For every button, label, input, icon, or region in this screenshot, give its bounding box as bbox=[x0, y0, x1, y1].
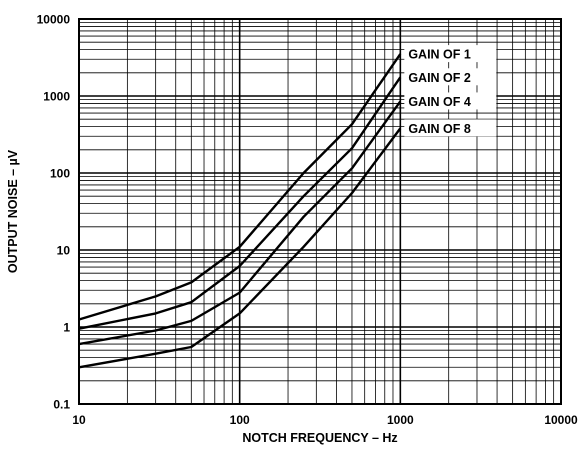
plot-frame bbox=[78, 18, 562, 405]
legend-label-gain: GAIN OF 2 bbox=[408, 71, 471, 85]
series-line-gain-3 bbox=[78, 100, 402, 346]
legend-label-background bbox=[404, 119, 497, 137]
y-tick-labels: 0.1 1 10 100 1000 10000 bbox=[37, 13, 71, 412]
x-axis-title: NOTCH FREQUENCY – Hz bbox=[242, 431, 397, 445]
x-tick-labels: 10 100 1000 10000 bbox=[72, 413, 578, 427]
x-tick-label: 100 bbox=[230, 413, 250, 427]
y-tick-label: 1 bbox=[63, 321, 70, 335]
series-lines bbox=[78, 53, 402, 369]
x-tick-label: 10000 bbox=[544, 413, 578, 427]
y-tick-label: 100 bbox=[50, 167, 70, 181]
legend: GAIN OF 1 GAIN OF 2 GAIN OF 4 GAIN OF 8 bbox=[404, 45, 497, 137]
series-line-gain-4 bbox=[78, 127, 402, 369]
y-tick-label: 1000 bbox=[43, 90, 70, 104]
legend-label-background bbox=[404, 92, 497, 110]
legend-label-gain: GAIN OF 1 bbox=[408, 48, 471, 62]
x-tick-label: 10 bbox=[72, 413, 86, 427]
y-tick-label: 10 bbox=[57, 244, 71, 258]
y-tick-label: 10000 bbox=[37, 13, 71, 27]
series-line-gain-1 bbox=[78, 53, 402, 321]
legend-label-gain: GAIN OF 8 bbox=[408, 122, 471, 136]
x-tick-label: 1000 bbox=[387, 413, 414, 427]
legend-label-background bbox=[404, 68, 497, 86]
legend-label-gain: GAIN OF 4 bbox=[408, 95, 471, 109]
y-tick-label: 0.1 bbox=[53, 398, 70, 412]
y-axis-title: OUTPUT NOISE – µV bbox=[6, 149, 20, 273]
legend-label-background bbox=[404, 45, 497, 63]
grid bbox=[79, 19, 561, 404]
series-line-gain-2 bbox=[78, 76, 402, 330]
